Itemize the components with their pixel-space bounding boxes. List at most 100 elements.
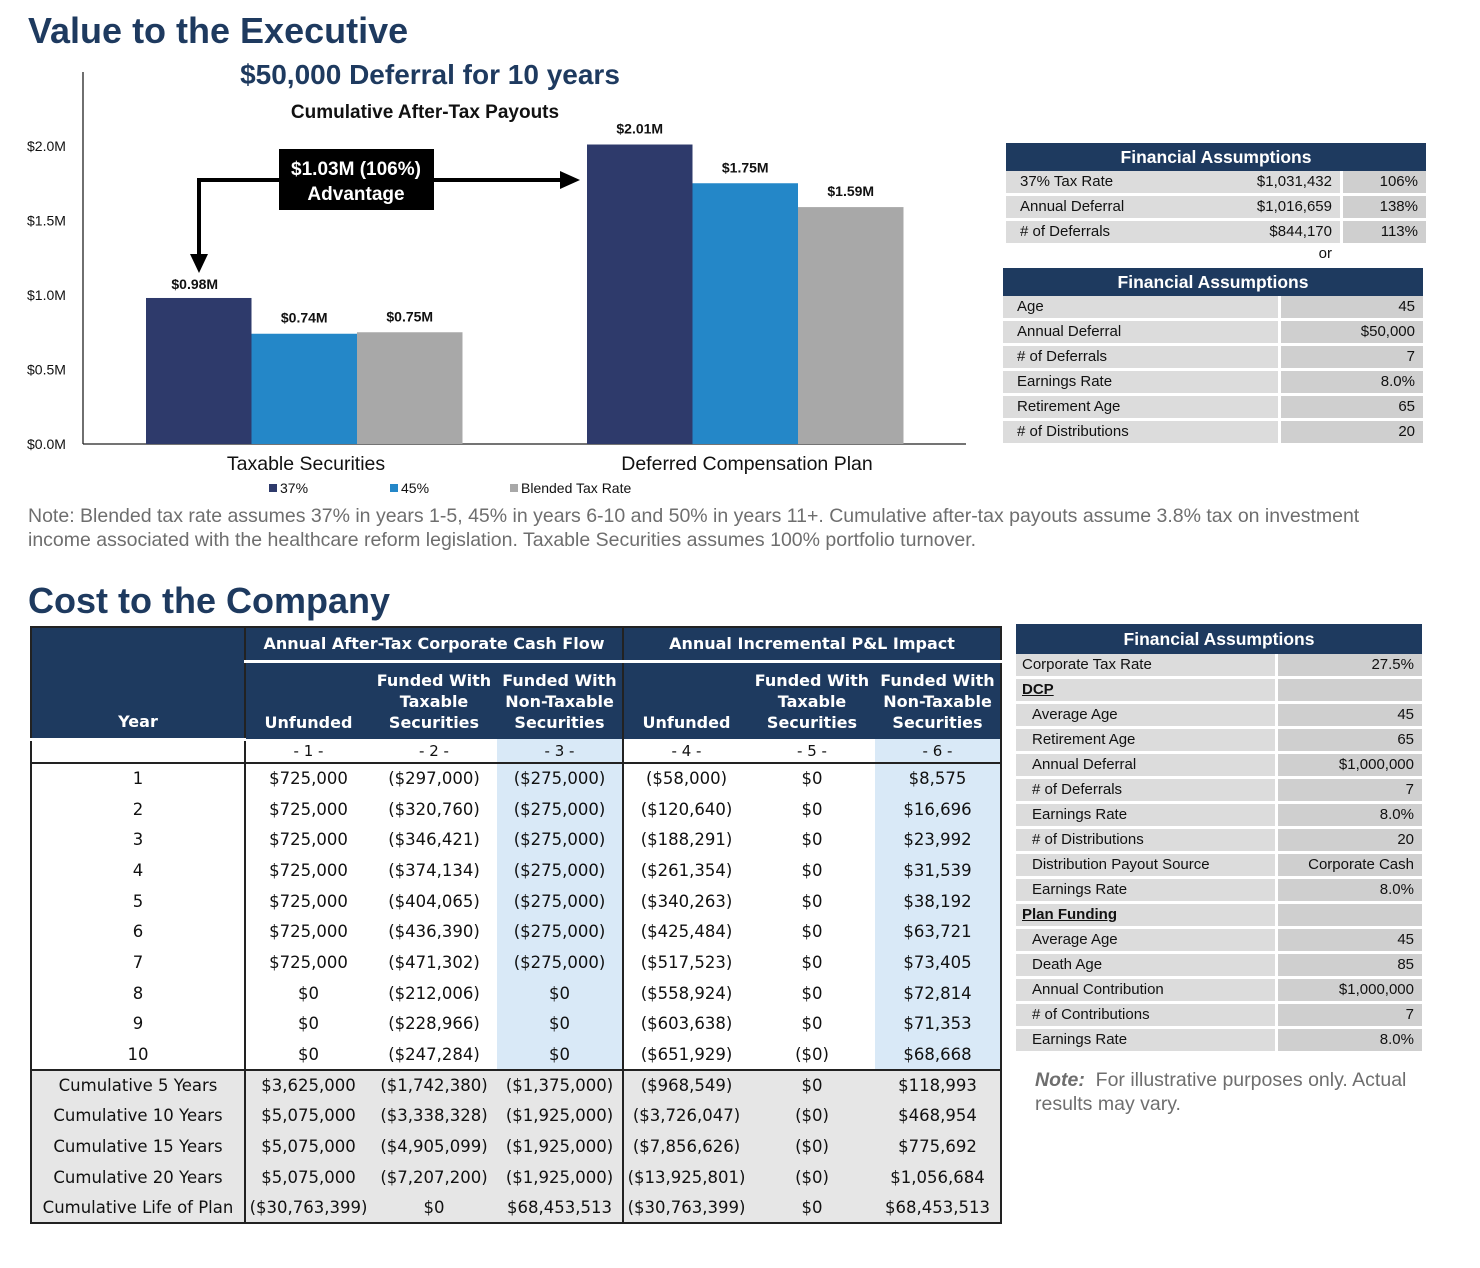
cumulative-value: $68,453,513: [497, 1192, 623, 1224]
advantage-line-1: $1.03M (106%): [291, 159, 421, 180]
value-cell: ($374,134): [388, 860, 480, 880]
assumption-label: Age: [1003, 296, 1281, 321]
assumption-label: DCP: [1016, 679, 1278, 704]
year-cell: 2: [132, 799, 144, 819]
assumptions-table-advantage: Financial Assumptions 37% Tax Rate $1,031…: [1006, 143, 1426, 262]
value-cell: $0: [497, 1039, 623, 1070]
value-cell: ($340,263): [622, 885, 749, 917]
chart-subtitle: Cumulative After-Tax Payouts: [291, 102, 559, 123]
bar: [357, 332, 463, 444]
value-cell: $0: [497, 1008, 623, 1040]
cumulative-value: $68,453,513: [875, 1192, 1001, 1224]
cumulative-value: $5,075,000: [244, 1131, 371, 1162]
table-row: 3 $725,000 ($346,421) ($275,000) ($188,291) $…: [31, 824, 1001, 856]
assumption-value: 8.0%: [1278, 879, 1422, 904]
cumulative-value: ($0): [749, 1161, 875, 1193]
cumulative-label: Cumulative Life of Plan: [31, 1192, 245, 1224]
cumulative-value: $118,993: [875, 1068, 1001, 1101]
assumption-amount: $844,170 or: [1246, 221, 1343, 262]
cumulative-value: ($1,925,000): [497, 1131, 623, 1162]
cumulative-value: ($7,856,626): [622, 1131, 749, 1162]
value-cell: ($651,929): [622, 1039, 749, 1070]
column-index: - 5 -: [749, 739, 875, 764]
column-header-line: Securities: [766, 713, 858, 732]
assumptions-title: Financial Assumptions: [1006, 143, 1426, 171]
assumption-label: Plan Funding: [1016, 904, 1278, 929]
value-cell: $0: [244, 977, 371, 1009]
value-cell: $0: [244, 1008, 371, 1040]
x-category-label: Deferred Compensation Plan: [621, 453, 872, 475]
assumption-value: [1278, 904, 1422, 929]
value-cell: ($275,000): [497, 885, 623, 917]
section-title-company: Cost to the Company: [28, 580, 391, 621]
value-cell: ($275,000): [497, 824, 623, 856]
bar-value-label: $0.74M: [281, 310, 328, 326]
value-cell: $68,668: [875, 1039, 1001, 1070]
cumulative-value: ($3,338,328): [371, 1100, 497, 1132]
value-cell: $725,000: [244, 916, 371, 948]
assumption-label: # of Deferrals: [1003, 346, 1281, 371]
cumulative-value: $775,692: [875, 1131, 1001, 1162]
cumulative-value: $5,075,000: [244, 1100, 371, 1132]
value-cell: ($120,640): [622, 793, 749, 825]
value-cell: ($275,000): [497, 793, 623, 825]
assumption-percent: 113%: [1343, 221, 1426, 246]
column-header: Unfunded: [244, 661, 371, 739]
bar-value-label: $1.75M: [722, 159, 769, 175]
value-cell: $0: [801, 830, 823, 850]
column-header: Funded With Non-Taxable Securities: [875, 661, 1001, 739]
assumption-value: [1278, 679, 1422, 704]
assumption-row: Earnings Rate 8.0%: [1016, 804, 1422, 829]
value-cell: ($0): [795, 1044, 829, 1064]
cumulative-value: ($1,742,380): [371, 1068, 497, 1101]
assumption-label: Death Age: [1016, 954, 1278, 979]
value-cell: $0: [801, 891, 823, 911]
table-row: 1 $725,000 ($297,000) ($275,000) ($58,000) $0…: [31, 763, 1001, 794]
assumption-label: Earnings Rate: [1016, 804, 1278, 829]
cumulative-value: ($968,549): [622, 1068, 749, 1101]
assumption-row: Corporate Tax Rate 27.5%: [1016, 654, 1422, 679]
value-cell: ($275,000): [497, 763, 623, 794]
cumulative-value: ($13,925,801): [622, 1161, 749, 1193]
cumulative-value: ($4,905,099): [371, 1131, 497, 1162]
value-cell: ($228,966): [388, 1014, 480, 1034]
cumulative-value: $0: [749, 1192, 875, 1224]
cumulative-row: Cumulative 20 Years $5,075,000 ($7,207,200…: [31, 1161, 1001, 1193]
table-row: 7 $725,000 ($471,302) ($275,000) ($517,523) $…: [31, 947, 1001, 978]
assumption-label: Annual Deferral: [1003, 321, 1281, 346]
cumulative-value: ($30,763,399): [622, 1192, 749, 1224]
table-row: 8 $0 ($212,006) $0 ($558,924) $0 $72,814: [31, 977, 1001, 1009]
value-cell: $725,000: [244, 947, 371, 978]
assumption-label: Earnings Rate: [1016, 1029, 1278, 1054]
value-cell: $31,539: [875, 855, 1001, 886]
assumption-value: $50,000: [1281, 321, 1423, 346]
value-cell: ($297,000): [388, 769, 480, 789]
value-cell: ($404,065): [388, 891, 480, 911]
value-cell: ($517,523): [622, 947, 749, 978]
cumulative-row: Cumulative 10 Years $5,075,000 ($3,338,328…: [31, 1100, 1001, 1132]
assumption-value: 8.0%: [1278, 804, 1422, 829]
value-cell: $23,992: [875, 824, 1001, 856]
y-tick-label: $1.0M: [27, 287, 66, 303]
assumption-amount: $1,031,432 or: [1246, 171, 1343, 212]
y-tick-label: $0.5M: [27, 362, 66, 378]
column-header-line: Taxable: [399, 692, 469, 711]
assumption-row: Retirement Age 65: [1016, 729, 1422, 754]
column-header-line: Securities: [388, 713, 480, 732]
column-header: Funded With Taxable Securities: [749, 661, 875, 739]
cumulative-value: $0: [749, 1068, 875, 1101]
assumption-row: Plan Funding: [1016, 904, 1422, 929]
column-header-line: Unfunded: [642, 713, 731, 732]
assumption-value: 65: [1278, 729, 1422, 754]
value-cell: $725,000: [244, 763, 371, 794]
assumption-label: # of Distributions: [1016, 829, 1278, 854]
column-index-blank: [31, 739, 245, 764]
group-header-cash-flow: Annual After-Tax Corporate Cash Flow: [244, 627, 623, 663]
assumption-value: 27.5%: [1278, 654, 1422, 679]
group-header-pl-impact: Annual Incremental P&L Impact: [622, 627, 1001, 663]
value-cell: ($261,354): [622, 855, 749, 886]
value-cell: ($275,000): [497, 947, 623, 978]
column-header: Unfunded: [622, 661, 749, 739]
column-header-line: Non-Taxable: [505, 692, 614, 711]
cumulative-value: ($0): [749, 1100, 875, 1132]
